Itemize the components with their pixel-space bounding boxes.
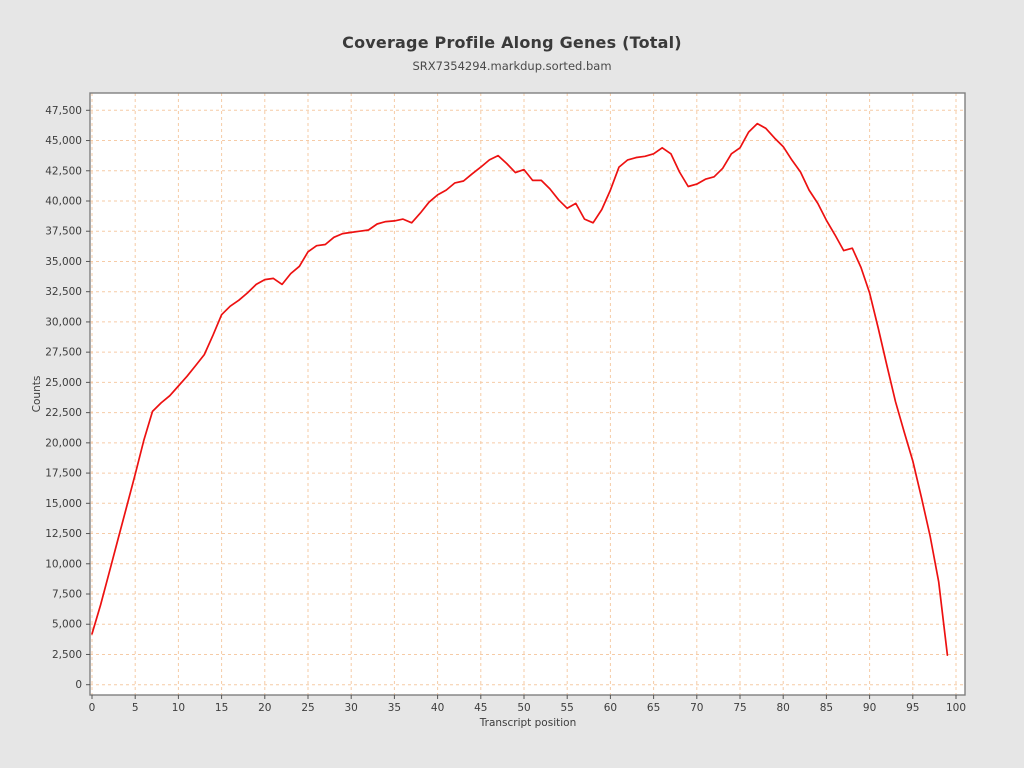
x-tick-label: 40 [431, 702, 444, 714]
x-tick-label: 70 [690, 702, 703, 714]
x-tick-label: 35 [388, 702, 401, 714]
y-axis-title: Counts [31, 375, 43, 413]
y-tick-label: 30,000 [45, 316, 82, 328]
x-tick-label: 65 [647, 702, 660, 714]
x-tick-label: 100 [946, 702, 966, 714]
x-tick-label: 0 [89, 702, 96, 714]
x-tick-label: 85 [820, 702, 833, 714]
chart-subtitle: SRX7354294.markdup.sorted.bam [412, 59, 612, 73]
y-tick-label: 37,500 [45, 226, 82, 238]
axis-ticks [86, 109, 957, 699]
gridlines [90, 93, 965, 695]
y-tick-label: 47,500 [45, 105, 82, 117]
x-tick-label: 80 [777, 702, 790, 714]
y-tick-label: 2,500 [52, 649, 82, 661]
plot-border [89, 92, 966, 696]
x-tick-label: 20 [258, 702, 271, 714]
x-tick-label: 60 [604, 702, 617, 714]
x-tick-label: 45 [474, 702, 487, 714]
x-tick-label: 55 [561, 702, 574, 714]
y-tick-label: 15,000 [45, 498, 82, 510]
y-tick-label: 7,500 [52, 589, 82, 601]
x-axis-title: Transcript position [479, 717, 577, 729]
plot-area [90, 93, 965, 695]
y-tick-label: 20,000 [45, 437, 82, 449]
x-tick-label: 10 [172, 702, 185, 714]
y-tick-label: 27,500 [45, 347, 82, 359]
y-tick-label: 10,000 [45, 558, 82, 570]
x-tick-label: 95 [906, 702, 919, 714]
y-tick-label: 32,500 [45, 286, 82, 298]
y-tick-label: 12,500 [45, 528, 82, 540]
x-tick-label: 15 [215, 702, 228, 714]
axis-tick-labels: 0 5 10 15 20 25 30 35 40 45 50 55 60 65 70 75 80 85 90 95 10… [45, 105, 966, 714]
coverage-line [91, 122, 949, 656]
x-tick-label: 75 [733, 702, 746, 714]
y-tick-label: 22,500 [45, 407, 82, 419]
x-tick-label: 50 [517, 702, 530, 714]
x-tick-label: 25 [301, 702, 314, 714]
y-tick-label: 17,500 [45, 468, 82, 480]
y-tick-label: 40,000 [45, 195, 82, 207]
y-tick-label: 0 [75, 679, 82, 691]
x-tick-label: 30 [345, 702, 358, 714]
chart-title: Coverage Profile Along Genes (Total) [342, 33, 682, 52]
y-tick-label: 25,000 [45, 377, 82, 389]
x-tick-label: 5 [132, 702, 139, 714]
x-tick-label: 90 [863, 702, 876, 714]
y-tick-label: 5,000 [52, 619, 82, 631]
y-tick-label: 45,000 [45, 135, 82, 147]
y-tick-label: 35,000 [45, 256, 82, 268]
y-tick-label: 42,500 [45, 165, 82, 177]
